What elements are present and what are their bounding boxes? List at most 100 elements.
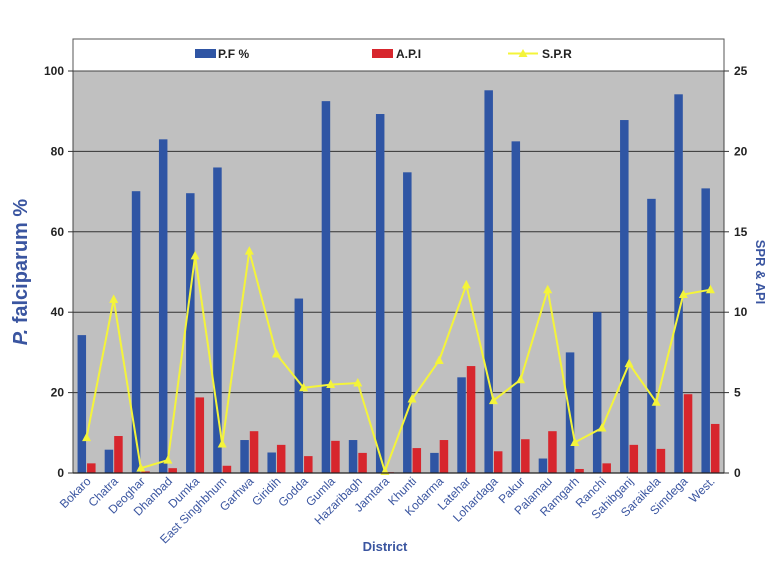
spr-point	[651, 397, 661, 406]
api-bar	[331, 440, 340, 473]
pf-bar	[104, 449, 114, 473]
api-bar	[412, 448, 422, 473]
api-bar	[222, 465, 232, 473]
spr-point	[271, 349, 281, 358]
spr-point	[217, 439, 227, 448]
api-bar	[141, 471, 150, 473]
api-bar	[656, 448, 666, 473]
left-axis-ticks: 0 20 40 60 80 100	[44, 64, 73, 480]
legend-label-spr: S.P.R	[542, 47, 572, 61]
pf-bar	[77, 335, 87, 473]
api-bars	[87, 366, 720, 473]
left-tick-label: 60	[51, 225, 65, 239]
api-bar	[114, 436, 123, 473]
spr-point	[109, 294, 119, 303]
api-bar	[683, 394, 693, 473]
plot-area	[72, 70, 725, 474]
api-bar	[304, 456, 313, 473]
api-bar	[466, 366, 476, 473]
pf-bar	[267, 452, 276, 473]
left-tick-label: 100	[44, 64, 64, 78]
pf-bar	[131, 191, 141, 473]
spr-point	[678, 289, 688, 299]
right-tick-label: 0	[734, 466, 741, 480]
api-bar	[358, 452, 367, 473]
api-bar	[548, 431, 557, 473]
pf-bar	[294, 298, 304, 473]
spr-point	[705, 284, 715, 294]
right-tick-label: 25	[734, 64, 748, 78]
left-tick-label: 0	[57, 466, 64, 480]
spr-point	[190, 250, 200, 260]
spr-point	[461, 279, 471, 289]
api-bar	[575, 468, 584, 473]
pf-bar	[321, 101, 331, 474]
pf-bar	[484, 90, 493, 474]
right-axis-title: SPR & API	[753, 240, 768, 305]
api-bar	[87, 463, 96, 473]
left-tick-label: 80	[51, 144, 65, 158]
pf-bar	[240, 440, 249, 473]
legend: P.F % A.P.I S.P.R	[195, 47, 572, 61]
spr-point	[597, 422, 607, 432]
pf-bar	[701, 188, 710, 473]
right-tick-label: 5	[734, 386, 741, 400]
spr-point	[407, 394, 417, 403]
pf-bar	[186, 193, 195, 473]
api-bar	[602, 463, 611, 473]
right-tick-label: 20	[734, 144, 748, 158]
api-bar	[629, 444, 639, 473]
pf-bar	[592, 312, 602, 473]
right-tick-label: 10	[734, 305, 748, 319]
right-tick-label: 15	[734, 225, 748, 239]
api-bar	[493, 451, 503, 473]
spr-line	[82, 246, 715, 475]
pf-bar	[158, 139, 168, 473]
spr-point	[163, 455, 173, 464]
api-bar	[168, 468, 177, 473]
spr-point	[624, 358, 634, 368]
spr-point	[434, 355, 444, 364]
pf-bar	[647, 198, 656, 473]
pf-bar	[457, 377, 466, 473]
pf-bar	[403, 172, 412, 473]
legend-swatch-pf	[195, 49, 216, 58]
spr-point	[244, 246, 254, 255]
left-tick-label: 40	[51, 305, 65, 319]
spr-point	[570, 437, 580, 446]
x-axis-title: District	[363, 539, 408, 554]
legend-label-pf: P.F %	[218, 47, 249, 61]
api-bar	[249, 431, 259, 473]
api-bar	[521, 439, 530, 473]
pf-bar	[375, 114, 385, 473]
spr-point	[136, 463, 146, 472]
pf-bar	[620, 120, 629, 473]
api-bar	[195, 397, 205, 473]
pf-bar	[213, 167, 222, 474]
spr-point	[82, 432, 92, 442]
spr-point	[488, 395, 498, 405]
api-bar	[710, 423, 720, 473]
spr-point	[353, 377, 363, 387]
spr-polyline	[85, 250, 711, 475]
spr-point	[299, 382, 309, 392]
spr-point	[543, 284, 553, 294]
pf-bar	[430, 452, 439, 473]
spr-point	[516, 374, 526, 384]
api-bar	[439, 440, 449, 473]
legend-swatch-api	[372, 49, 393, 58]
pf-bar	[674, 94, 683, 473]
right-axis-ticks: 0 5 10 15 20 25	[724, 64, 748, 480]
left-axis-title-italic: P.	[10, 329, 32, 345]
legend-label-api: A.P.I	[396, 47, 421, 61]
gridlines	[73, 150, 724, 394]
spr-point	[326, 379, 336, 389]
pf-bar	[538, 458, 548, 473]
legend-swatch-spr-marker	[518, 49, 528, 57]
left-axis-title: P. falciparum %	[10, 199, 32, 346]
left-tick-label: 20	[51, 386, 65, 400]
api-bar	[276, 444, 286, 473]
pf-bar	[511, 141, 521, 473]
